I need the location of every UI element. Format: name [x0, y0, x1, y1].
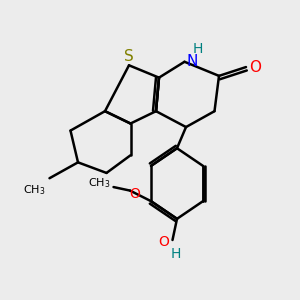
Text: S: S — [124, 49, 134, 64]
Text: O: O — [159, 235, 170, 249]
Text: O: O — [129, 187, 140, 201]
Text: CH$_3$: CH$_3$ — [88, 176, 110, 190]
Text: CH$_3$: CH$_3$ — [23, 184, 46, 197]
Text: H: H — [193, 42, 203, 56]
Text: H: H — [170, 247, 181, 261]
Text: N: N — [187, 54, 198, 69]
Text: O: O — [249, 60, 261, 75]
